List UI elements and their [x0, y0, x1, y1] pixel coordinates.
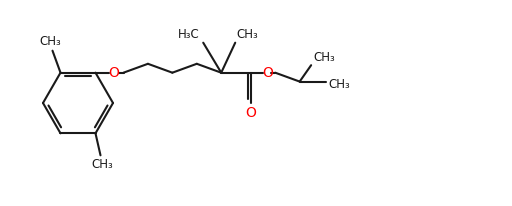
Text: O: O	[262, 66, 273, 80]
Text: O: O	[108, 66, 119, 80]
Text: CH₃: CH₃	[313, 51, 335, 64]
Text: O: O	[245, 106, 255, 120]
Text: CH₃: CH₃	[92, 158, 113, 171]
Text: CH₃: CH₃	[39, 35, 61, 48]
Text: CH₃: CH₃	[237, 28, 258, 41]
Text: CH₃: CH₃	[329, 78, 351, 91]
Text: H₃C: H₃C	[178, 28, 200, 41]
